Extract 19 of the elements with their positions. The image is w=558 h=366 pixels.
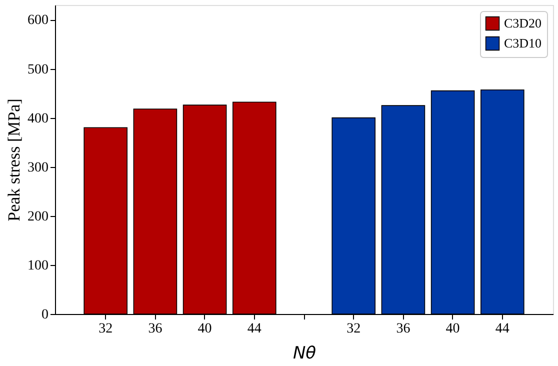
x-tick-label: 40 — [446, 322, 460, 336]
x-tick-label: 44 — [247, 322, 262, 336]
y-tick-label: 500 — [28, 62, 48, 78]
y-tick-label: 600 — [28, 13, 48, 28]
y-tick-label: 300 — [28, 160, 48, 176]
y-tick-label: 400 — [28, 111, 48, 126]
y-tick-label: 100 — [28, 258, 48, 274]
x-tick-label: 32 — [98, 322, 113, 336]
x-tick-label: 44 — [495, 322, 510, 336]
x-tick-label: 36 — [396, 322, 410, 336]
legend-label: C3D10 — [504, 36, 542, 50]
x-tick-label: 32 — [346, 322, 361, 336]
legend-label: C3D20 — [504, 16, 542, 30]
x-axis-title: Nθ — [292, 344, 317, 364]
y-tick-label: 200 — [28, 209, 48, 224]
y-tick-label: 0 — [42, 308, 48, 322]
x-tick-label: 40 — [198, 322, 212, 336]
y-axis-title: Peak stress [MPa] — [4, 98, 24, 222]
x-tick-label: 36 — [148, 322, 162, 336]
